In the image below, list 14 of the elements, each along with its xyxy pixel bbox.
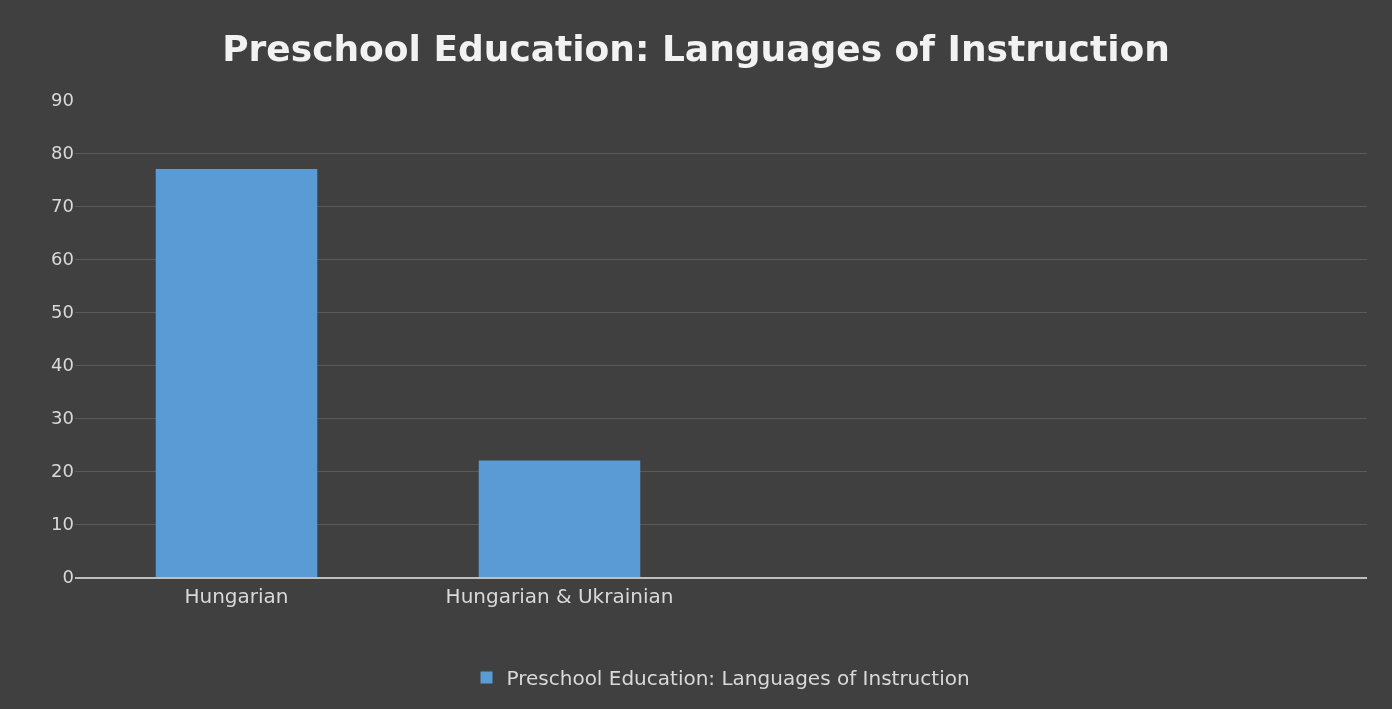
chart-title: Preschool Education: Languages of Instruction: [222, 27, 1170, 69]
x-tick-label: Hungarian: [184, 584, 289, 608]
y-tick-label: 70: [51, 195, 74, 217]
legend-label: Preschool Education: Languages of Instruction: [506, 666, 970, 691]
y-tick-label: 30: [51, 407, 74, 429]
y-tick-label: 50: [51, 301, 74, 323]
y-tick-label: 80: [51, 142, 74, 164]
x-tick-label: Hungarian & Ukrainian: [445, 584, 674, 608]
y-tick-label: 40: [51, 354, 74, 376]
y-tick-label: 60: [51, 248, 74, 270]
y-tick-label: 20: [51, 460, 74, 482]
y-tick-label: 10: [51, 513, 74, 535]
y-tick-label: 90: [51, 89, 74, 111]
y-tick-label: 0: [62, 566, 74, 588]
